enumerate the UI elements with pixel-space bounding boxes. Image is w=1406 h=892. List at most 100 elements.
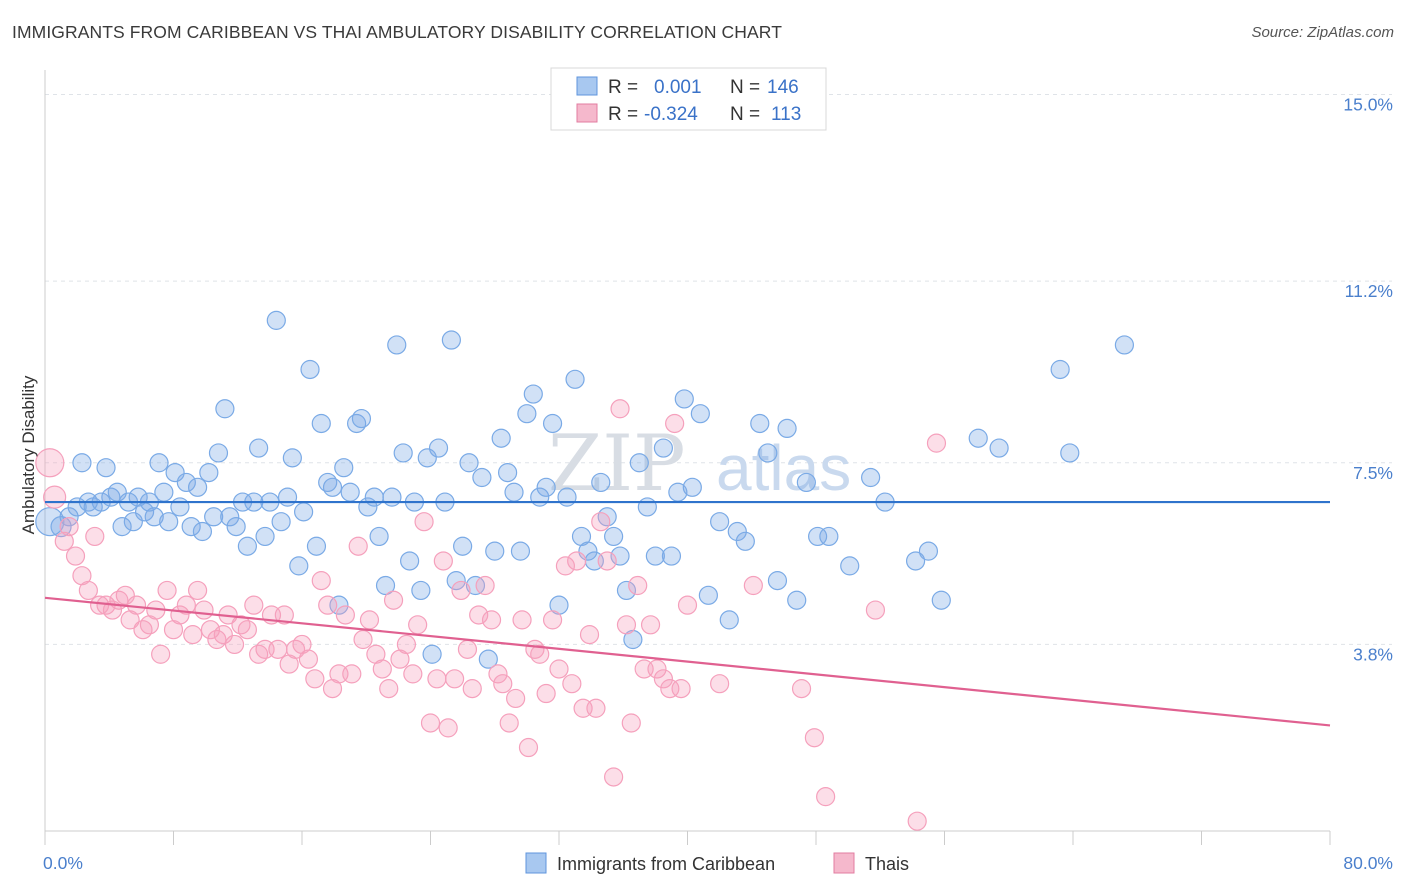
thais-point — [151, 644, 171, 664]
caribbean-point — [682, 477, 702, 497]
caribbean-point — [750, 413, 770, 434]
caribbean-point — [591, 472, 611, 493]
caribbean-point — [485, 541, 505, 561]
correlation-legend: R = 0.001 N = 146 R = -0.324 N = 113 — [550, 67, 827, 131]
thais-point — [383, 590, 404, 610]
caribbean-point — [300, 359, 320, 380]
thais-point — [579, 625, 600, 645]
caribbean-point — [796, 472, 816, 493]
thais-point — [865, 600, 886, 620]
caribbean-point — [422, 644, 442, 664]
caribbean-point — [653, 438, 674, 458]
thais-point — [530, 644, 550, 664]
thais-point — [249, 644, 269, 664]
caribbean-point — [777, 418, 797, 439]
caribbean-point — [393, 443, 413, 463]
thais-point — [298, 649, 319, 669]
caribbean-point — [351, 408, 372, 429]
caribbean-point — [266, 310, 286, 330]
trend-lines — [44, 500, 1331, 727]
legend-swatch-caribbean — [576, 76, 598, 96]
thais-point — [604, 767, 624, 787]
caribbean-point — [523, 384, 543, 404]
thais-point — [493, 674, 513, 694]
thais-point — [348, 536, 368, 556]
caribbean-point — [819, 526, 839, 547]
thais-point — [597, 551, 617, 571]
thais-point — [647, 659, 667, 679]
legend-r-label: R = — [608, 104, 638, 125]
x-tick-label-min: 0.0% — [43, 853, 83, 873]
caribbean-point — [453, 536, 473, 556]
caribbean-point — [271, 512, 291, 532]
caribbean-point — [931, 590, 951, 610]
caribbean-point — [441, 330, 461, 350]
caribbean-point — [192, 521, 213, 542]
caribbean-point — [674, 389, 694, 409]
caribbean-point — [565, 369, 585, 389]
caribbean-point — [400, 551, 420, 571]
caribbean-point — [597, 507, 617, 527]
caribbean-point — [637, 497, 657, 517]
caribbean-point — [557, 487, 577, 507]
legend-swatch-thais — [576, 103, 598, 123]
caribbean-point — [255, 526, 275, 547]
watermark-atlas: atlas — [716, 432, 851, 504]
caribbean-point — [364, 487, 384, 507]
thais-point — [628, 575, 648, 596]
thais-point — [285, 639, 306, 659]
thais-point — [457, 639, 478, 659]
caribbean-point — [698, 585, 718, 605]
caribbean-point — [208, 443, 229, 463]
thais-point — [207, 629, 227, 650]
caribbean-point — [767, 571, 788, 591]
series-caribbean-points — [35, 310, 1135, 669]
caribbean-point — [96, 458, 116, 478]
caribbean-point — [329, 595, 349, 615]
legend-r-label: R = — [608, 77, 638, 98]
thais-point — [274, 605, 294, 625]
series-thais-points — [35, 399, 947, 831]
caribbean-point — [758, 443, 778, 463]
axes — [44, 70, 1331, 845]
thais-point — [372, 659, 392, 679]
caribbean-point — [112, 516, 132, 537]
thais-point — [677, 595, 698, 615]
legend-n-value-thais: 113 — [771, 104, 801, 125]
thais-point — [420, 713, 441, 733]
thais-point — [518, 737, 539, 758]
caribbean-point — [661, 546, 682, 566]
caribbean-point — [861, 467, 881, 488]
thais-point — [78, 580, 98, 601]
caribbean-point — [808, 526, 828, 547]
thais-point — [653, 669, 674, 689]
thais-point — [542, 610, 563, 630]
thais-point — [65, 546, 86, 566]
thais-point — [616, 615, 637, 635]
thais-point — [710, 674, 730, 694]
bottom-legend-swatch-caribbean — [525, 852, 547, 874]
caribbean-point — [478, 649, 498, 669]
chart-title: IMMIGRANTS FROM CARIBBEAN VS THAI AMBULA… — [12, 22, 782, 42]
caribbean-point — [472, 467, 492, 488]
thais-point — [475, 575, 495, 596]
caribbean-point — [446, 571, 466, 591]
caribbean-point — [382, 487, 402, 507]
thais-point — [305, 669, 325, 689]
thais-point — [562, 674, 582, 694]
caribbean-point — [918, 541, 939, 561]
caribbean-point — [690, 404, 710, 424]
caribbean-point — [411, 580, 431, 601]
thais-point — [133, 620, 153, 640]
caribbean-point — [727, 521, 747, 542]
caribbean-point — [491, 428, 511, 448]
thais-trend-line — [44, 596, 1331, 727]
caribbean-point — [840, 556, 860, 576]
caribbean-point — [536, 477, 556, 497]
caribbean-point — [226, 516, 246, 537]
thais-point — [660, 679, 680, 699]
source-label: Source: ZipAtlas.com — [1251, 24, 1394, 41]
caribbean-point — [387, 335, 407, 355]
thais-point — [268, 639, 288, 659]
caribbean-point — [968, 428, 988, 448]
